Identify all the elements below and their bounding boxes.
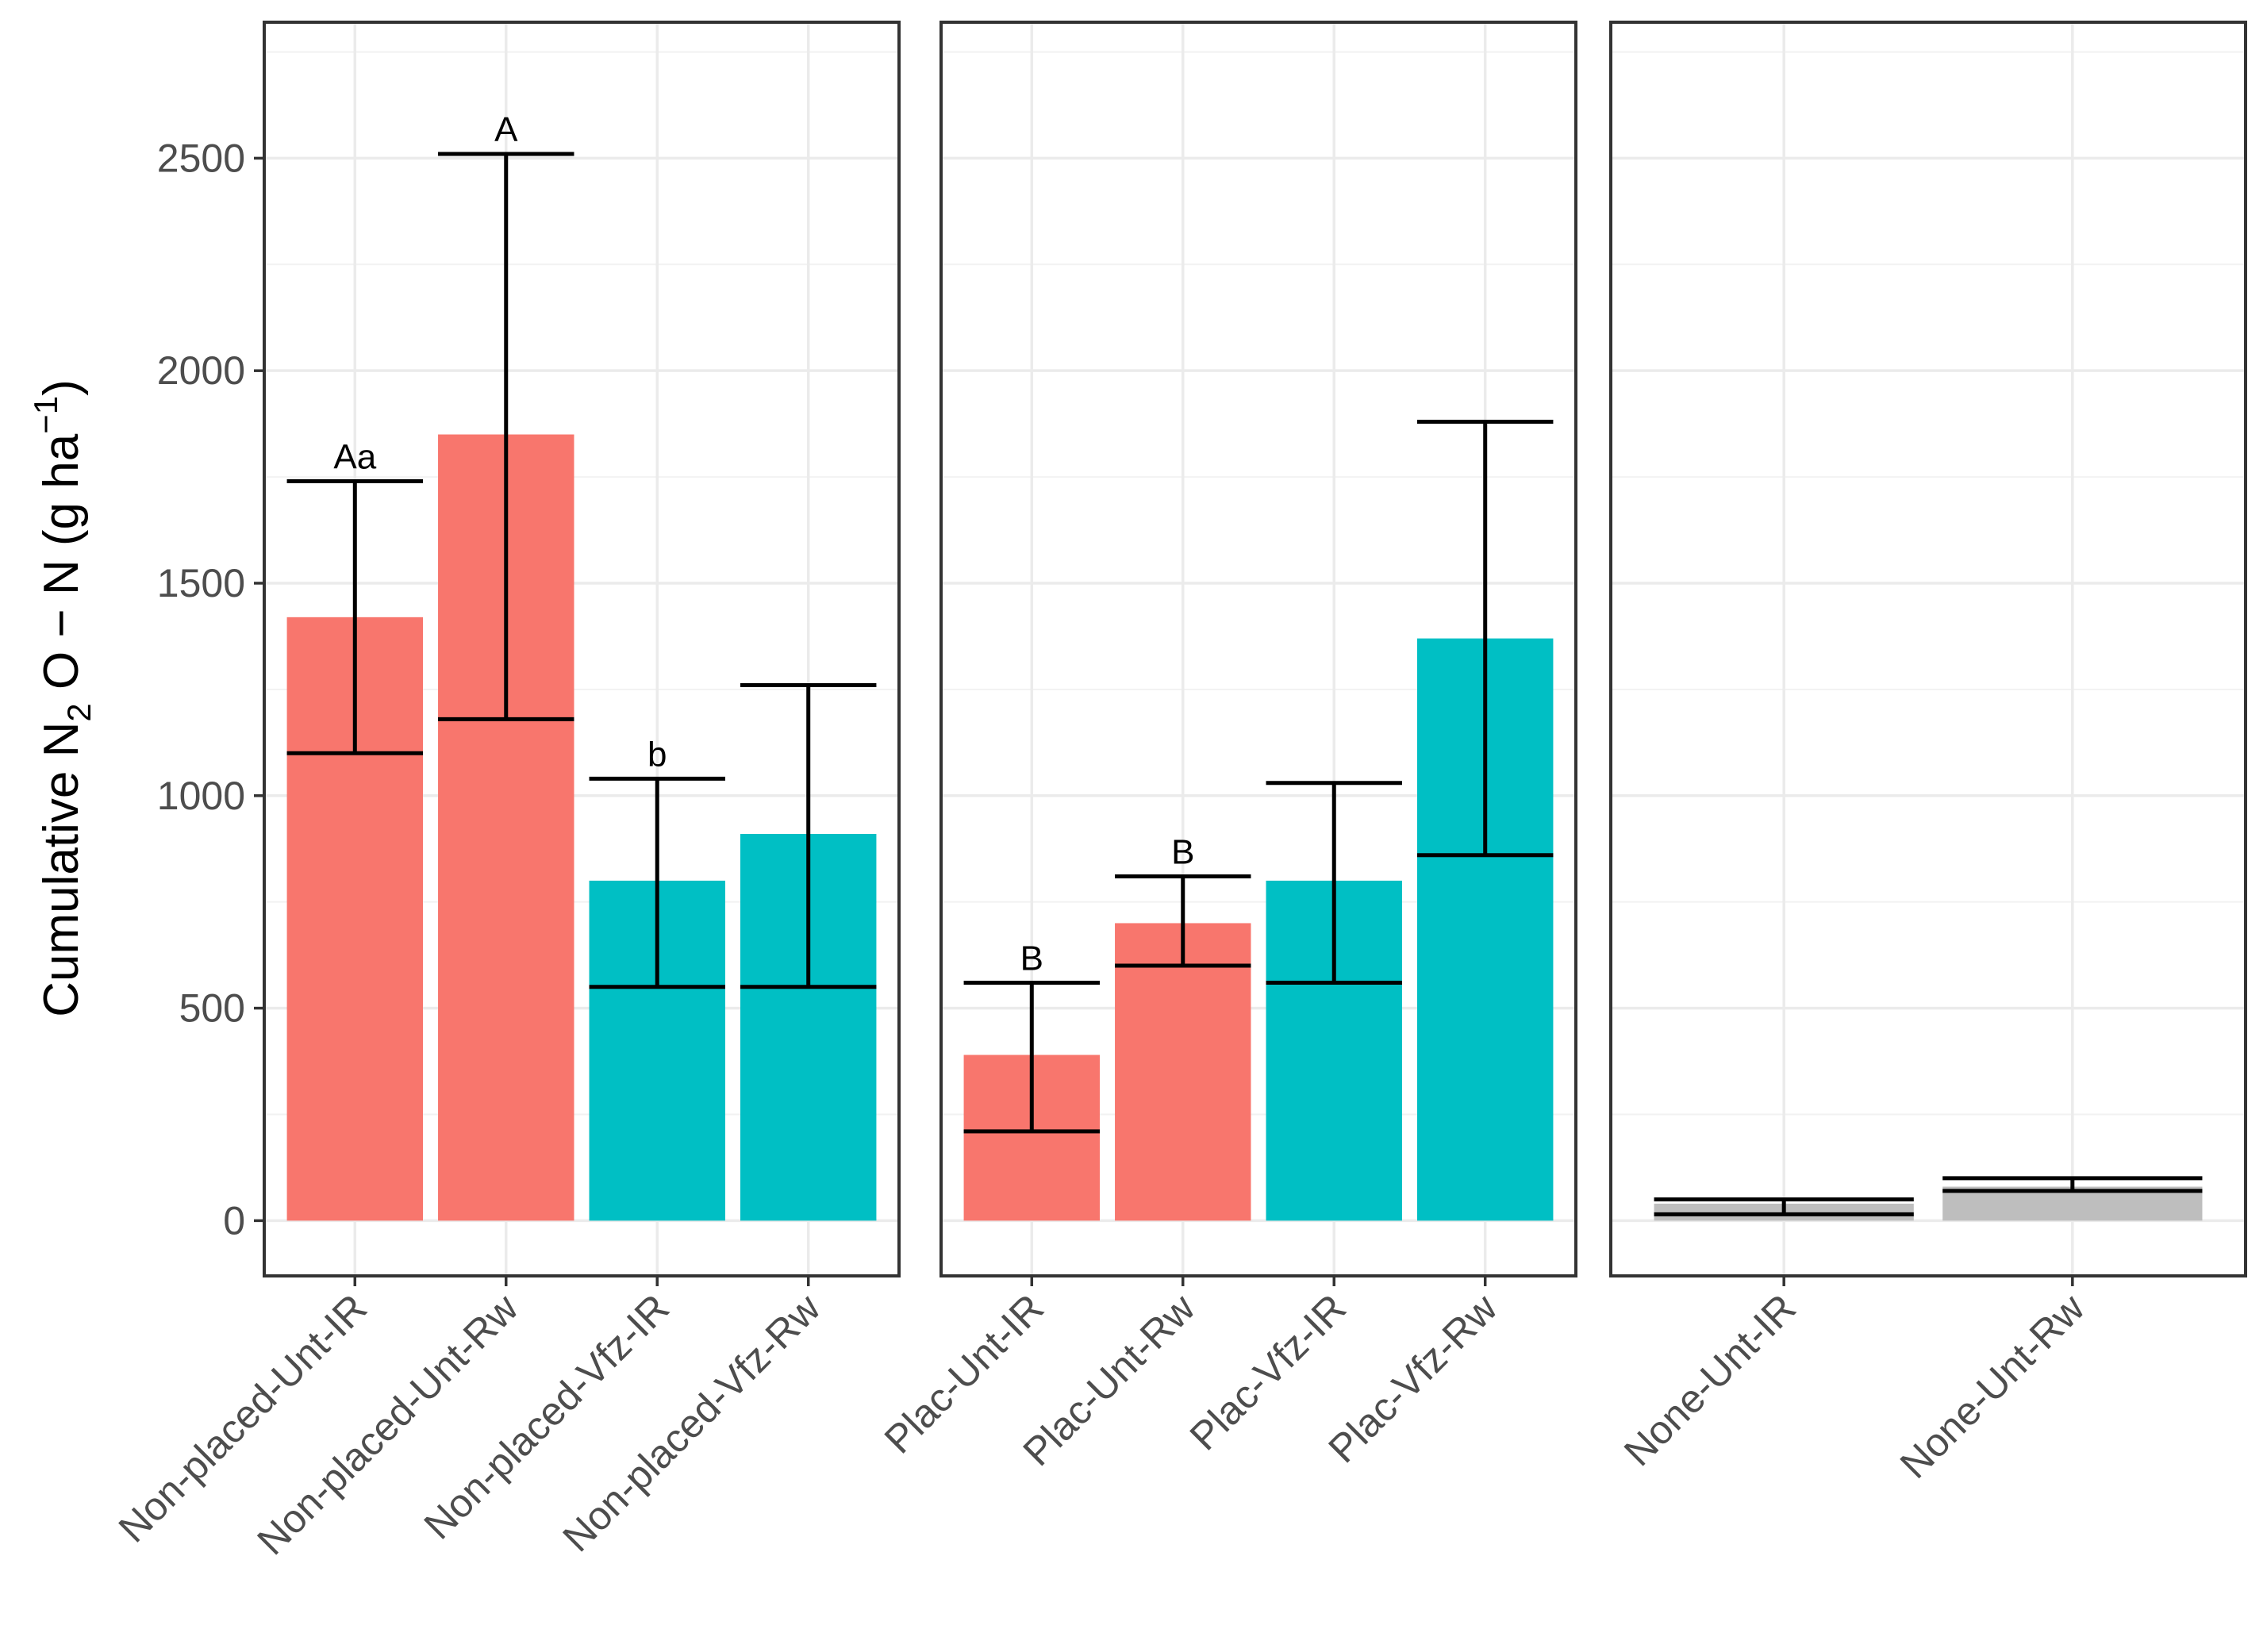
error-bar	[1654, 1197, 1914, 1216]
plot-area: AaAbNon-placed-Unt-IRNon-placed-Unt-RwNo…	[110, 21, 2247, 1564]
x-tick-label: Non-placed-Vfz-Rw	[554, 1285, 829, 1561]
error-bar	[740, 683, 877, 989]
y-tick-label: 0	[223, 1198, 245, 1243]
y-axis: 0 500 1000 1500 2000 2500	[157, 136, 264, 1243]
y-tick-label: 1000	[157, 774, 245, 818]
x-tick-label: Non-placed-Unt-Rw	[248, 1285, 527, 1564]
bar-plac-unt-rw	[1115, 923, 1251, 1221]
significance-letter: b	[647, 735, 667, 774]
y-tick-label: 2500	[157, 136, 245, 180]
significance-letter: A	[494, 110, 518, 149]
error-bar	[1115, 874, 1251, 968]
error-bar	[1942, 1176, 2203, 1193]
error-bar	[589, 776, 725, 989]
significance-letter: B	[1171, 833, 1194, 872]
panel-border	[263, 21, 901, 1277]
y-tick-label: 1500	[157, 561, 245, 605]
error-bar	[1417, 419, 1554, 858]
error-bar	[963, 980, 1100, 1134]
panel-none: None-Unt-IR None-Unt-Rw	[1609, 21, 2247, 1487]
error-bar	[1266, 781, 1402, 985]
panel-plac: BBPlac-Unt-IRPlac-Unt-RwPlac-Vfz-IRPlac-…	[876, 21, 1577, 1474]
panel-border	[939, 21, 1577, 1277]
y-tick-label: 2000	[157, 348, 245, 393]
y-axis-label: Cumulative N2 O − N (g ha−1)	[27, 379, 98, 1016]
x-tick-label: None-Unt-Rw	[1892, 1285, 2093, 1487]
x-tick-label: None-Unt-IR	[1616, 1285, 1804, 1474]
significance-letter: B	[1020, 939, 1043, 978]
significance-letter: Aa	[333, 437, 376, 476]
x-tick-label: Non-placed-Unt-IR	[110, 1285, 375, 1550]
panel-border	[1609, 21, 2247, 1277]
error-bar	[286, 478, 423, 755]
error-bar	[438, 152, 574, 721]
y-tick-label: 500	[179, 986, 245, 1031]
panel-background	[1611, 22, 2246, 1276]
